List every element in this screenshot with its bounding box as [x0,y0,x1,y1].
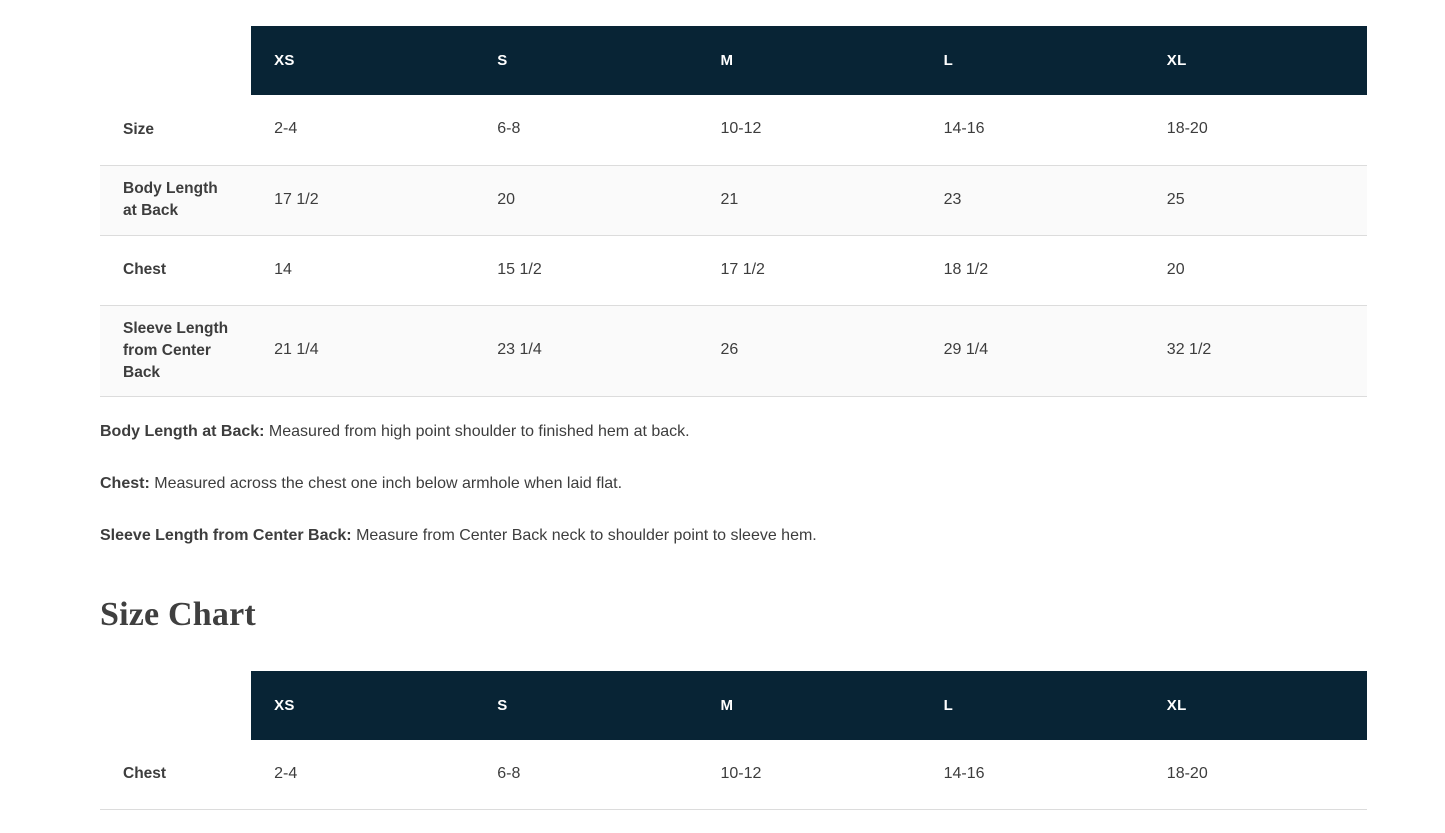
measurement-cell: 20 [474,165,698,236]
measurements-table: XS S M L XL Size 2-4 6-8 10-12 14-16 18-… [100,26,1367,397]
measurement-cell: 25 [1143,165,1367,236]
measurement-cell: 6-8 [474,95,698,166]
column-header-l: L [920,670,1144,740]
measurement-cell: 17 1/2 [697,235,921,306]
measurement-cell: 21 1/4 [251,305,475,397]
column-header-xl: XL [1143,670,1367,740]
table-row-chest: Chest 14 15 1/2 17 1/2 18 1/2 20 [100,235,1367,306]
measurement-cell: 32 1/2 [1143,305,1367,397]
definition-sleeve-length: Sleeve Length from Center Back: Measure … [100,526,1367,546]
measurement-cell: 26 [697,305,921,397]
measurements-table-section: XS S M L XL Size 2-4 6-8 10-12 14-16 18-… [100,0,1367,397]
table-row-size: Size 2-4 6-8 10-12 14-16 18-20 [100,95,1367,166]
row-label: Sleeve Length from Center Back [100,305,252,397]
definition-chest: Chest: Measured across the chest one inc… [100,474,1367,494]
column-header-m: M [697,26,921,95]
column-header-xs: XS [251,670,475,740]
row-label: Chest [100,235,252,306]
column-header-s: S [474,670,698,740]
definition-text: Measure from Center Back neck to shoulde… [356,526,817,544]
definition-body-length: Body Length at Back: Measured from high … [100,422,1367,442]
measurement-cell: 15 1/2 [474,235,698,306]
measurement-cell: 20 [1143,235,1367,306]
measurement-cell: 29 1/4 [920,305,1144,397]
definition-term: Sleeve Length from Center Back: [100,526,352,544]
column-header-xl: XL [1143,26,1367,95]
measurement-cell: 2-4 [251,739,475,810]
measurement-cell: 17 1/2 [251,165,475,236]
definition-text: Measured across the chest one inch below… [154,474,623,492]
measurement-cell: 2-4 [251,95,475,166]
column-header-l: L [920,26,1144,95]
measurements-header-row: XS S M L XL [100,26,1367,95]
column-header-m: M [697,670,921,740]
measurement-cell: 18-20 [1143,95,1367,166]
definition-term: Chest: [100,474,150,492]
measurement-cell: 23 [920,165,1144,236]
header-corner-cell [100,26,251,95]
measurement-cell: 14-16 [920,739,1144,810]
measurement-cell: 6-8 [474,739,698,810]
measurement-cell: 10-12 [697,95,921,166]
definition-term: Body Length at Back: [100,422,265,440]
measurement-cell: 21 [697,165,921,236]
row-label: Chest [100,739,252,810]
table-row-chest-sizes: Chest 2-4 6-8 10-12 14-16 18-20 [100,739,1367,810]
size-chart-table-section: XS S M L XL Chest 2-4 6-8 10-12 14-16 18… [100,670,1367,810]
measurement-cell: 10-12 [697,739,921,810]
table-row-body-length: Body Length at Back 17 1/2 20 21 23 25 [100,165,1367,236]
measurement-cell: 14-16 [920,95,1144,166]
column-header-s: S [474,26,698,95]
column-header-xs: XS [251,26,475,95]
row-label: Body Length at Back [100,165,252,236]
measurement-definitions: Body Length at Back: Measured from high … [100,422,1367,546]
row-label: Size [100,95,252,166]
table-row-sleeve-length: Sleeve Length from Center Back 21 1/4 23… [100,305,1367,397]
measurement-cell: 23 1/4 [474,305,698,397]
measurement-cell: 18-20 [1143,739,1367,810]
measurement-cell: 18 1/2 [920,235,1144,306]
size-chart-heading: Size Chart [100,595,256,633]
definition-text: Measured from high point shoulder to fin… [268,422,690,440]
header-corner-cell [100,671,251,740]
measurement-cell: 14 [251,235,475,306]
size-chart-header-row: XS S M L XL [100,670,1367,740]
size-chart-page: XS S M L XL Size 2-4 6-8 10-12 14-16 18-… [100,0,1367,810]
size-chart-table: XS S M L XL Chest 2-4 6-8 10-12 14-16 18… [100,670,1367,810]
